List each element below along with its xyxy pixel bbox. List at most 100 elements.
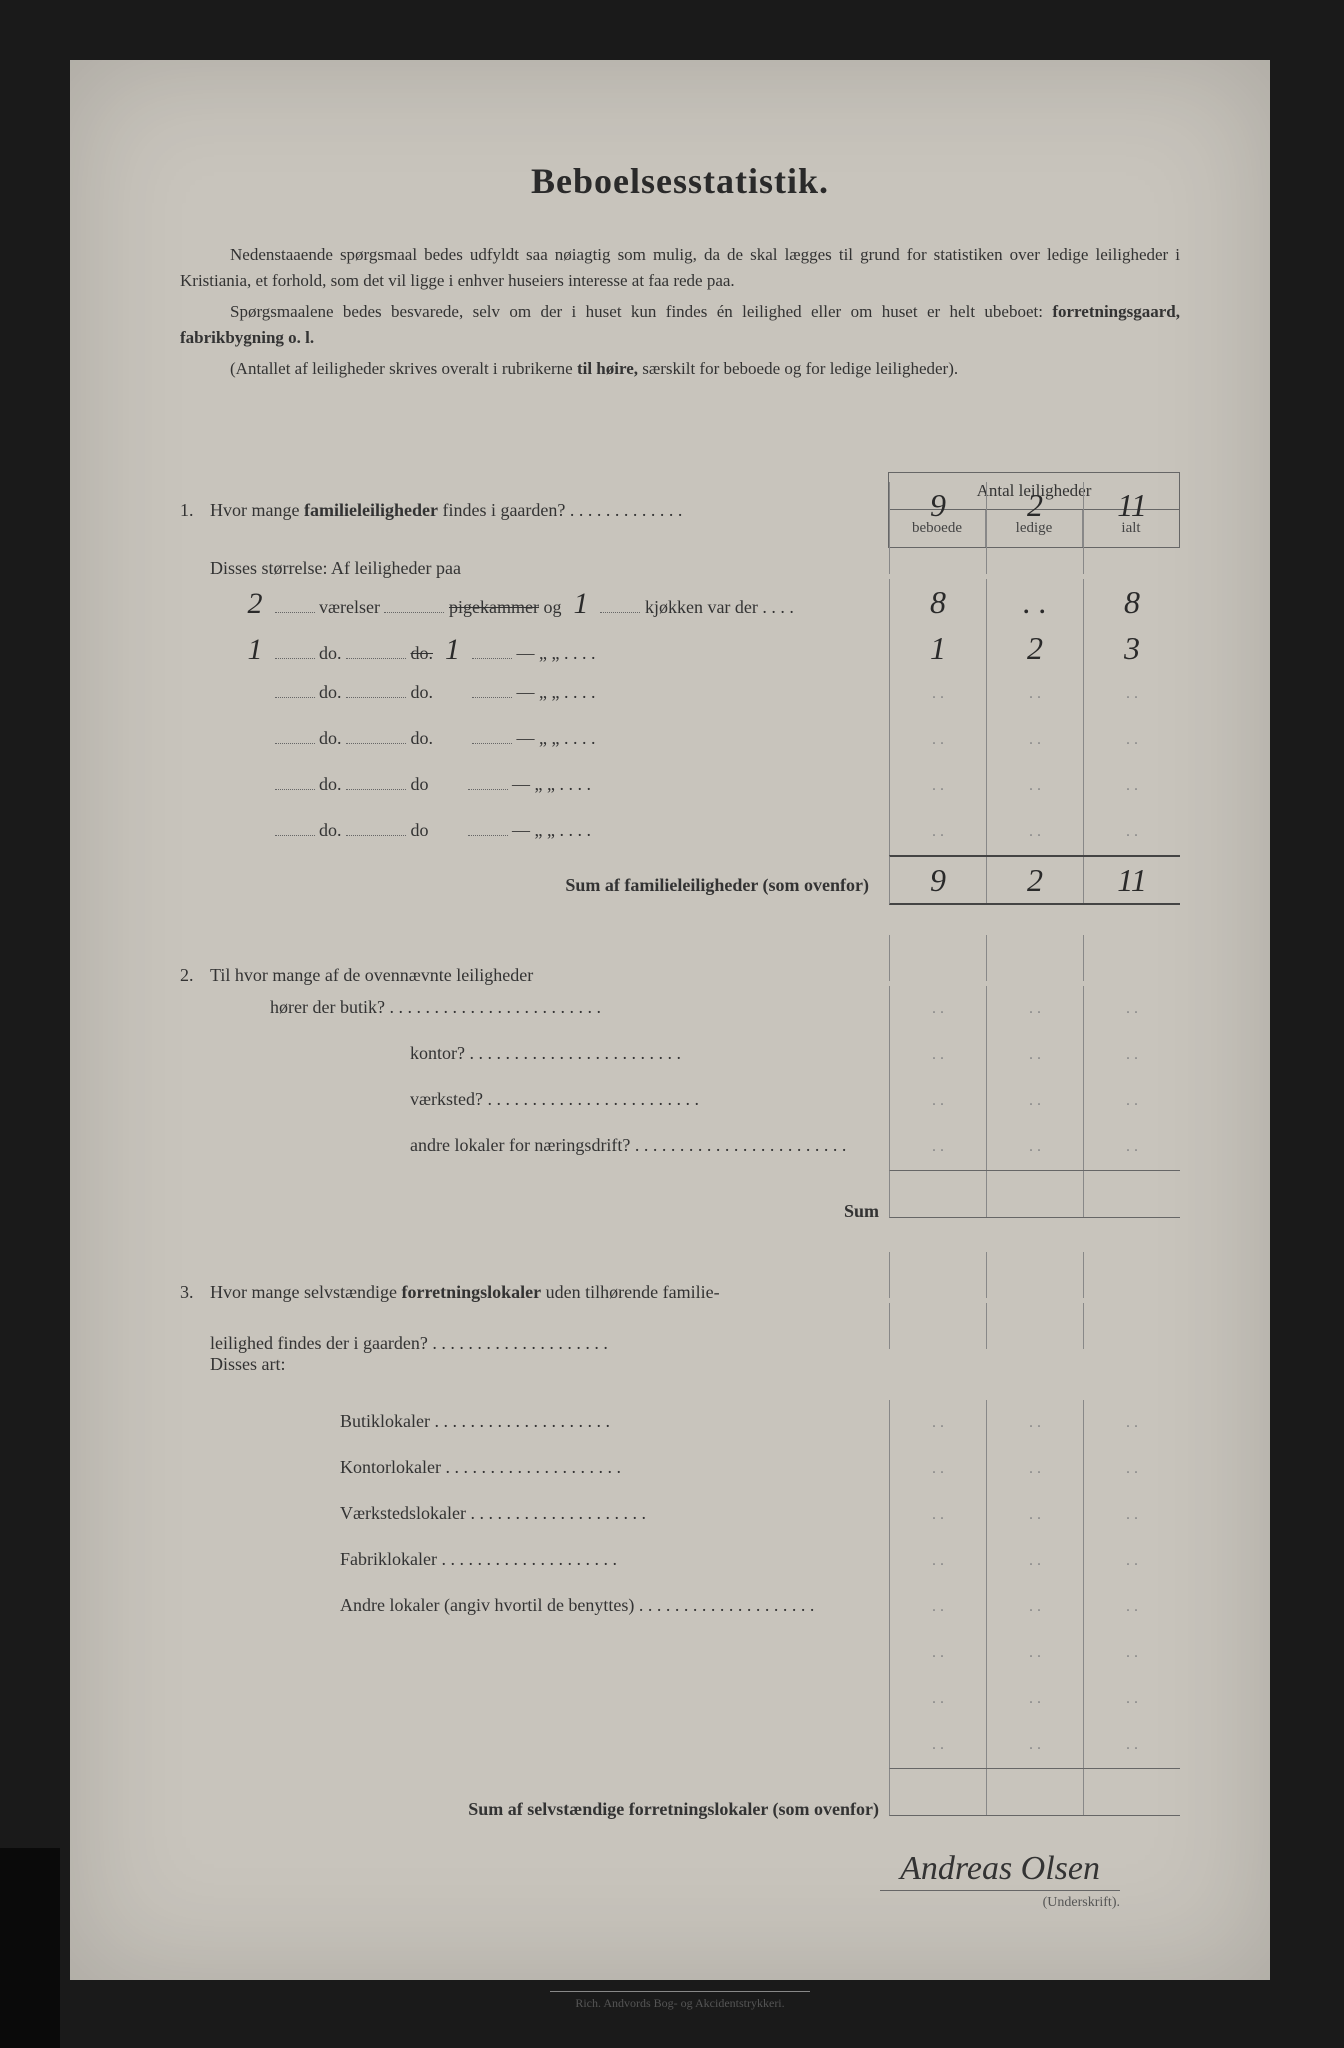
q1-kjokken-value [433, 810, 463, 844]
q1-tail: — „ „ [512, 820, 555, 840]
q1-row-l: . . [987, 717, 1084, 763]
q1-row-b: 8 [890, 579, 987, 625]
cell: . . [890, 1032, 987, 1078]
cell: . . [890, 1584, 987, 1630]
q1-row-l: . . [987, 763, 1084, 809]
q1-tail: — „ „ [517, 728, 560, 748]
q3-sub-label: Disses art: [210, 1354, 890, 1375]
q1-vaerelser-value [240, 718, 270, 752]
cell: . . [987, 1400, 1084, 1446]
cell: . . [987, 1124, 1084, 1170]
q1-num: 1. [180, 500, 210, 521]
q1-kjokken-value [438, 672, 468, 706]
cell: . . [987, 1078, 1084, 1124]
q1-ledige: 2 [987, 482, 1084, 528]
q3-row-text: Fabriklokaler . . . . . . . . . . . . . … [210, 1549, 889, 1570]
q1-vaerelser-label: do. [319, 643, 342, 663]
q3-num: 3. [180, 1282, 210, 1303]
q1-row-l: . . [987, 809, 1084, 855]
q1-row-l: 2 [987, 625, 1084, 671]
q2-text: Til hvor mange af de ovennævnte leilighe… [210, 965, 889, 986]
q1-og: og [543, 597, 566, 617]
q1-kjokken-value [433, 764, 463, 798]
q1-row-text: do. do. — „ „ . . . . [240, 718, 889, 752]
cell: . . [1084, 1078, 1180, 1124]
cell: . . [987, 1032, 1084, 1078]
q1-row-b: . . [890, 809, 987, 855]
q1-beboede: 9 [890, 482, 987, 528]
q1-row-text: do. do — „ „ . . . . [240, 764, 889, 798]
cell: . . [987, 986, 1084, 1032]
q1-row-text: do. do. — „ „ . . . . [240, 672, 889, 706]
cell: . . [1084, 1584, 1180, 1630]
intro-p1a: Nedenstaaende spørgsmaal bedes udfyldt s… [230, 245, 1047, 264]
q2-sum-label: Sum [210, 1201, 889, 1222]
q1-vaerelser-value: 2 [240, 587, 270, 621]
q1-sum-label: Sum af familieleiligheder (som ovenfor) [210, 875, 889, 896]
question-1: 1. Hvor mange familieleiligheder findes … [180, 482, 1180, 905]
q1-pk-label: do. [411, 682, 434, 702]
q1-pk-label: do. [411, 728, 434, 748]
q2-detail-row: hører der butik? . . . . . . . . . . . .… [180, 986, 1180, 1032]
q1-detail-row: do. do — „ „ . . . . . . . . . . [180, 809, 1180, 855]
q2-row-text: hører der butik? . . . . . . . . . . . .… [210, 997, 889, 1018]
q1-tail: — „ „ [512, 774, 555, 794]
q3-detail-row: Fabriklokaler . . . . . . . . . . . . . … [180, 1538, 1180, 1584]
q1-vaerelser-label: do. [319, 774, 342, 794]
q1-vaerelser-value [240, 810, 270, 844]
q1-row-i: . . [1084, 717, 1180, 763]
signature-block: Andreas Olsen (Underskrift). [180, 1850, 1180, 1911]
q1-vaerelser-value [240, 672, 270, 706]
q1-detail-row: do. do — „ „ . . . . . . . . . . [180, 763, 1180, 809]
q1-vaerelser-label: værelser [319, 597, 380, 617]
cell: . . [1084, 1446, 1180, 1492]
cell: . . [1084, 1538, 1180, 1584]
q1-pk-label: pigekammer [449, 597, 539, 617]
q1-row-l: . . [987, 671, 1084, 717]
scan-edge [0, 1848, 60, 2048]
q2-detail-row: værksted? . . . . . . . . . . . . . . . … [180, 1078, 1180, 1124]
cell: . . [890, 986, 987, 1032]
q3-row-text: Kontorlokaler . . . . . . . . . . . . . … [210, 1457, 889, 1478]
cell: . . [987, 1446, 1084, 1492]
intro-p3c: særskilt for beboede og for ledige leili… [642, 359, 958, 378]
q1-vaerelser-value [240, 764, 270, 798]
q1-detail-row: 1 do. do. 1 — „ „ . . . . 1 2 3 [180, 625, 1180, 671]
q1-detail-row: do. do. — „ „ . . . . . . . . . . [180, 717, 1180, 763]
intro-p2a: Spørgsmaalene bedes besvarede, selv om d… [230, 302, 1052, 321]
q3-row-text: Andre lokaler (angiv hvortil de benyttes… [210, 1595, 889, 1616]
q2-detail-row: kontor? . . . . . . . . . . . . . . . . … [180, 1032, 1180, 1078]
cell: . . [890, 1124, 987, 1170]
printer-footer: Rich. Andvords Bog- og Akcidentstrykkeri… [550, 1991, 810, 2011]
cell: . . [987, 1538, 1084, 1584]
q2-detail-row: andre lokaler for næringsdrift? . . . . … [180, 1124, 1180, 1170]
q1-detail-row: 2 værelser pigekammer og 1 kjøkken var d… [180, 579, 1180, 625]
table-area: Antal leiligheder beboede ledige ialt 1.… [180, 482, 1180, 1820]
q1-vaerelser-label: do. [319, 728, 342, 748]
q3-detail-row: Andre lokaler (angiv hvortil de benyttes… [180, 1584, 1180, 1630]
cell: . . [890, 1446, 987, 1492]
intro-p1b: ledige leiligheder [1047, 245, 1168, 264]
q1-detail-row: do. do. — „ „ . . . . . . . . . . [180, 671, 1180, 717]
q3-detail-row: Butiklokaler . . . . . . . . . . . . . .… [180, 1400, 1180, 1446]
cell: . . [1084, 1492, 1180, 1538]
q1-kjokken-value: 1 [438, 633, 468, 667]
q1-row-i: . . [1084, 671, 1180, 717]
q1-row-l: . . [987, 579, 1084, 625]
q1-row-text: do. do — „ „ . . . . [240, 810, 889, 844]
table-body: 1. Hvor mange familieleiligheder findes … [180, 482, 1180, 1820]
q3-detail-row: Kontorlokaler . . . . . . . . . . . . . … [180, 1446, 1180, 1492]
q1-pk-label: do [411, 774, 429, 794]
cell: . . [890, 1492, 987, 1538]
q1-row-i: . . [1084, 809, 1180, 855]
cell: . . [987, 1584, 1084, 1630]
q1-text: Hvor mange familieleiligheder findes i g… [210, 500, 889, 521]
q1-row-b: 1 [890, 625, 987, 671]
q3-sum-label: Sum af selvstændige forretningslokaler (… [210, 1799, 889, 1820]
q1-vaerelser-label: do. [319, 682, 342, 702]
q1-tail: kjøkken var der [645, 597, 758, 617]
intro-text: Nedenstaaende spørgsmaal bedes udfyldt s… [180, 242, 1180, 382]
cell: . . [890, 1078, 987, 1124]
q3-detail-row: Værkstedslokaler . . . . . . . . . . . .… [180, 1492, 1180, 1538]
cell: . . [890, 1538, 987, 1584]
